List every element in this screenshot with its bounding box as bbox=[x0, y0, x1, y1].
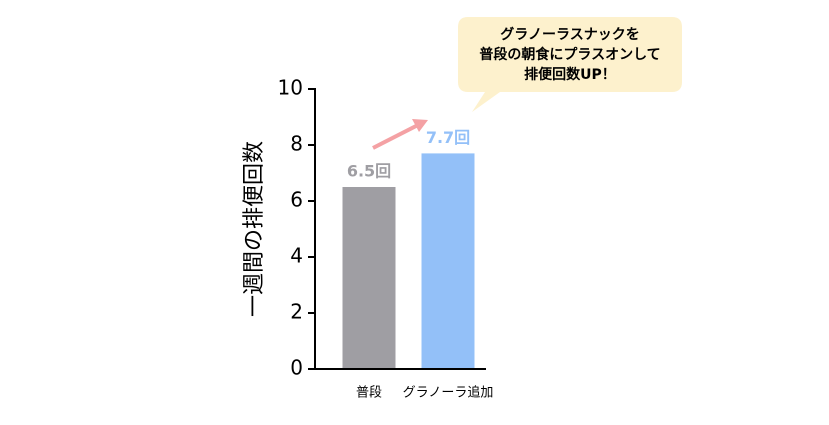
value-label: 6.5回 bbox=[347, 162, 391, 181]
x-tick-label: グラノーラ追加 bbox=[403, 385, 494, 401]
y-tick-label: 10 bbox=[278, 76, 303, 100]
callout-text: 排便回数UP！ bbox=[524, 66, 616, 83]
y-tick-label: 2 bbox=[290, 300, 303, 324]
arrow-head bbox=[412, 119, 428, 132]
y-tick-label: 4 bbox=[290, 244, 303, 268]
callout-text: 普段の朝食にプラスオンして bbox=[479, 46, 660, 63]
y-axis-label: 一週間の排便回数 bbox=[242, 141, 267, 317]
y-tick-label: 0 bbox=[290, 356, 303, 380]
callout-box bbox=[458, 17, 682, 112]
x-tick-label: 普段 bbox=[356, 386, 382, 401]
y-tick-label: 8 bbox=[290, 132, 303, 156]
value-label: 7.7回 bbox=[426, 128, 470, 147]
bar bbox=[342, 187, 396, 369]
callout-text: グラノーラスナックを bbox=[500, 26, 639, 43]
arrow bbox=[372, 123, 419, 150]
bar bbox=[421, 153, 475, 369]
y-tick-label: 6 bbox=[290, 188, 303, 212]
